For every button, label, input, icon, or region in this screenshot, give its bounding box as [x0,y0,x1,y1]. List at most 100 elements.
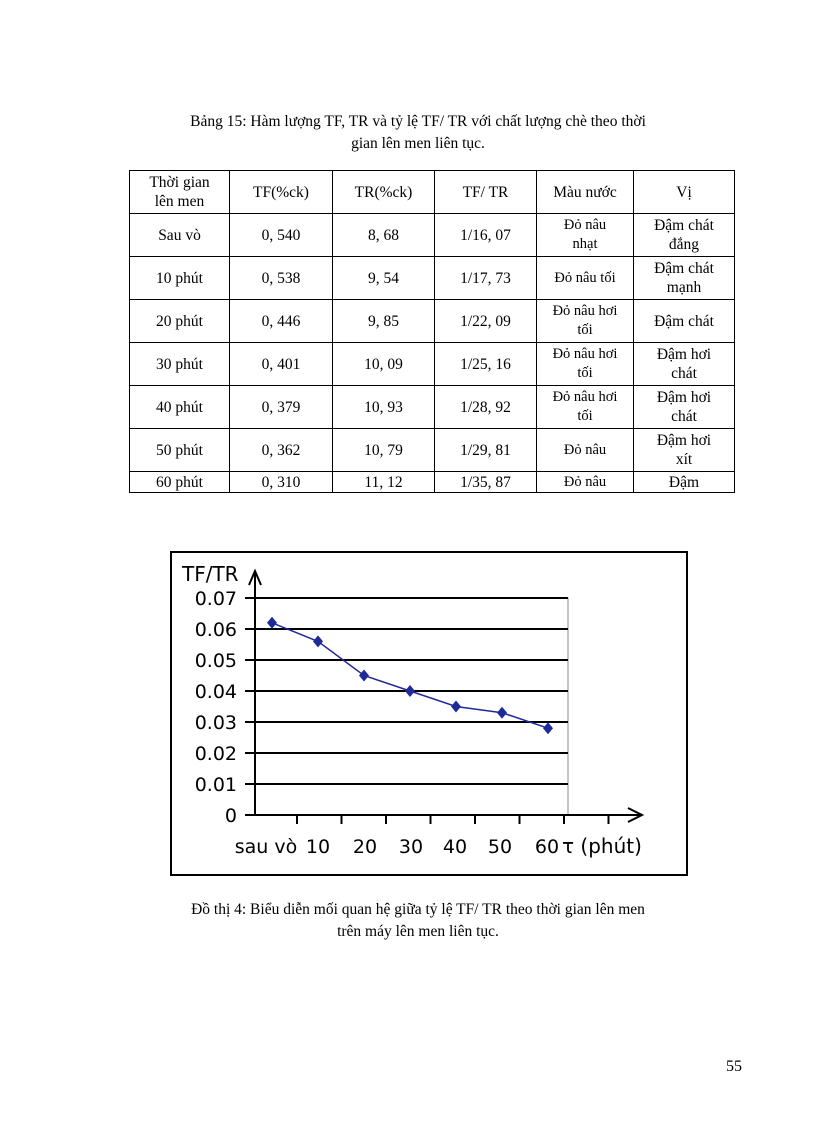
data-point [313,635,323,648]
cell-text: lên men [154,193,205,210]
cell-text: Đậm hơi [656,432,712,449]
table-row: 60 phút 0, 310 11, 12 1/35, 87 Đỏ nâu Đậm [129,471,735,493]
cell-time: Sau vò [129,213,230,257]
cell-tr: 11, 12 [332,471,435,493]
cell-tf: 0, 310 [229,471,333,493]
x-tick-label: sau vò [235,836,298,858]
cell-taste: Đậm hơi chát [633,385,735,429]
cell-taste: Đậm chát đắng [633,213,735,257]
cell-color: Đỏ nâu hơi tối [536,385,634,429]
cell-text: tối [577,322,593,338]
cell-ratio: 1/25, 16 [434,342,537,386]
cell-text: tối [577,408,593,424]
cell-text: xít [675,451,693,468]
cell-tr: 8, 68 [332,213,435,257]
header-color: Màu nước [536,170,634,214]
cell-time: 20 phút [129,299,230,343]
y-tick-label: 0.03 [195,712,237,734]
cell-tr: 10, 93 [332,385,435,429]
data-point [359,669,369,682]
cell-text: Đậm hơi [656,389,712,406]
x-tick-label: 50 [488,836,512,858]
cell-text: chát [671,365,697,382]
header-time: Thời gian lên men [129,170,230,214]
cell-text: Vị [676,183,692,201]
header-tr: TR(%ck) [332,170,435,214]
cell-ratio: 1/35, 87 [434,471,537,493]
cell-text: Đỏ nâu [563,441,607,458]
cell-text: chát [671,408,697,425]
chart: 0 0.01 0.02 0.03 0.04 0.05 0.06 0.07 sau vò 10 20 3… [181,562,645,858]
data-point [543,722,553,735]
cell-text: TF/ TR [462,183,509,201]
y-axis-label: TF/TR [181,562,239,586]
plot-area [254,597,569,816]
x-axis-arrow-icon [627,807,645,823]
y-tick-label: 0.05 [195,650,237,672]
cell-color: Đỏ nâu [536,428,634,472]
cell-text: Đậm hơi [656,346,712,363]
cell-tf: 0, 362 [229,428,333,472]
table-row: 40 phút 0, 379 10, 93 1/28, 92 Đỏ nâu hơi tối… [129,385,735,429]
cell-text: Đỏ nâu hơi [552,346,618,362]
table-row: 20 phút 0, 446 9, 85 1/22, 09 Đỏ nâu hơi tối Đ… [129,299,735,343]
cell-color: Đỏ nâu [536,471,634,493]
cell-taste: Đậm hơi chát [633,342,735,386]
cell-text: Đỏ nâu tối [554,269,616,286]
cell-color: Đỏ nâu nhạt [536,213,634,257]
x-axis-label: τ (phút) [562,834,642,858]
table-row: 10 phút 0, 538 9, 54 1/17, 73 Đỏ nâu tối Đậm … [129,256,735,300]
chart-caption: Đồ thị 4: Biểu diễn mối quan hệ giữa tỷ … [100,899,736,943]
x-tick-label: 20 [353,836,377,858]
cell-text: nhạt [572,236,598,252]
cell-text: Đậm [668,473,700,491]
cell-ratio: 1/22, 09 [434,299,537,343]
cell-time: 10 phút [129,256,230,300]
chart-caption-line-2: trên máy lên men liên tục. [337,923,499,940]
cell-ratio: 1/29, 81 [434,428,537,472]
cell-tf: 0, 401 [229,342,333,386]
data-table: Thời gian lên men TF(%ck) TR(%ck) TF/ TR Màu … [129,170,735,493]
header-ratio: TF/ TR [434,170,537,214]
cell-color: Đỏ nâu hơi tối [536,299,634,343]
cell-tf: 0, 540 [229,213,333,257]
table-header-row: Thời gian lên men TF(%ck) TR(%ck) TF/ TR Màu … [129,170,735,214]
cell-time: 60 phút [129,471,230,493]
cell-ratio: 1/16, 07 [434,213,537,257]
cell-text: Màu nước [553,183,617,201]
x-tick-label: 60 [535,836,559,858]
x-tick-label: 40 [443,836,467,858]
cell-taste: Đậm chát [633,299,735,343]
cell-time: 30 phút [129,342,230,386]
y-tick-label: 0.02 [195,743,237,765]
cell-text: Đỏ nâu [563,217,607,233]
cell-time: 50 phút [129,428,230,472]
cell-text: Đỏ nâu [563,473,607,490]
table-row: Sau vò 0, 540 8, 68 1/16, 07 Đỏ nâu nhạt Đậm c… [129,213,735,257]
cell-text: tối [577,365,593,381]
y-tick-label: 0.06 [195,619,237,641]
page-number: 55 [726,1058,742,1075]
cell-tr: 10, 79 [332,428,435,472]
cell-color: Đỏ nâu hơi tối [536,342,634,386]
data-point [451,700,461,713]
cell-tf: 0, 446 [229,299,333,343]
data-point [267,616,277,629]
y-tick-label: 0.07 [195,588,237,610]
cell-text: Đậm chát [654,312,714,330]
y-tick-label: 0 [225,805,237,827]
cell-ratio: 1/17, 73 [434,256,537,300]
cell-text: Đỏ nâu hơi [552,389,618,405]
table-row: 50 phút 0, 362 10, 79 1/29, 81 Đỏ nâu Đậm hơi… [129,428,735,472]
cell-text: Đỏ nâu hơi [552,303,618,319]
cell-text: mạnh [666,279,702,296]
cell-taste: Đậm chát mạnh [633,256,735,300]
cell-text: Thời gian [149,174,210,191]
table-caption-line-1: Bảng 15: Hàm lượng TF, TR và tỷ lệ TF/ T… [190,113,646,130]
cell-ratio: 1/28, 92 [434,385,537,429]
x-tick-label: 10 [306,836,330,858]
cell-taste: Đậm hơi xít [633,428,735,472]
data-point [405,685,415,697]
y-axis-arrow-icon [248,568,262,586]
